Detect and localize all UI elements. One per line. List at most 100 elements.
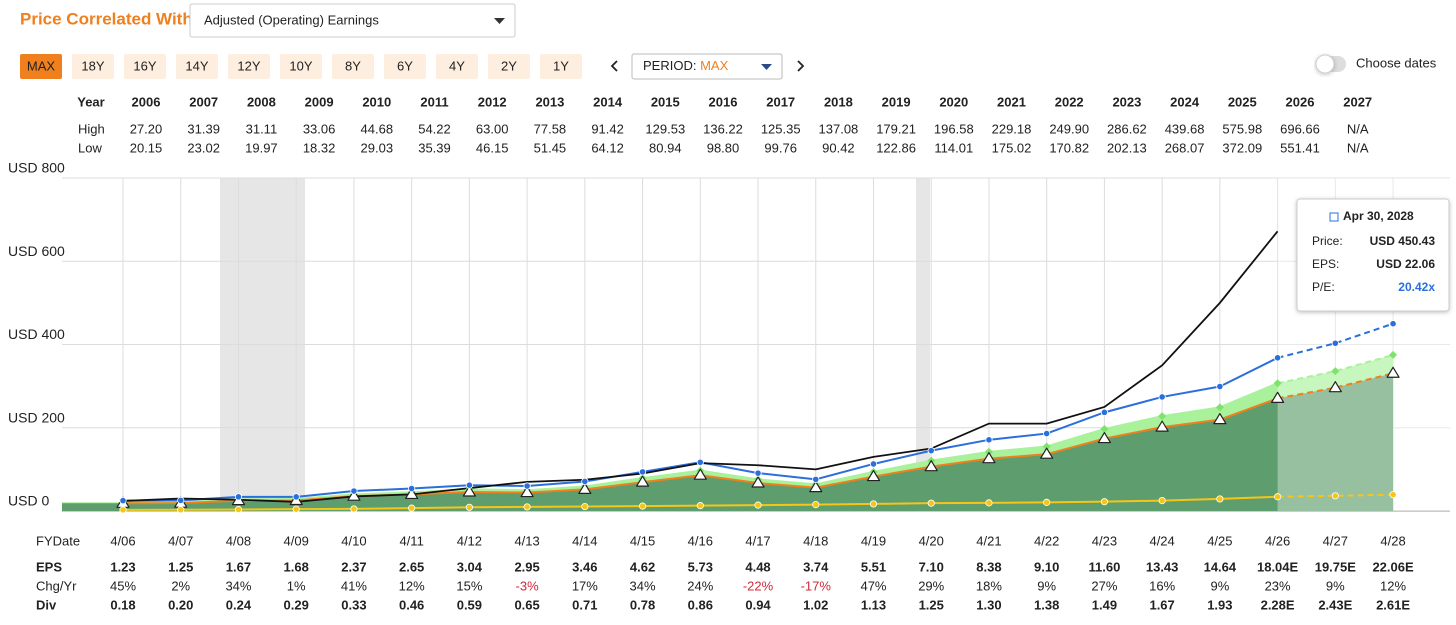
- point-marker: [177, 506, 185, 514]
- period-button[interactable]: [228, 54, 270, 79]
- period-button-label: 8Y: [345, 58, 361, 73]
- point-marker: [405, 487, 419, 500]
- point-marker: [696, 458, 704, 466]
- period-label: PERIOD: MAX: [643, 58, 729, 73]
- range-value: 64.12: [591, 140, 624, 155]
- next-period[interactable]: [797, 60, 805, 72]
- x-tick-label: 4/12: [457, 533, 482, 548]
- fy-value: 41%: [341, 578, 367, 593]
- tooltip-value: USD 22.06: [1376, 257, 1435, 271]
- point-marker: [1043, 498, 1051, 506]
- fy-value: 9%: [1210, 578, 1229, 593]
- point-marker: [408, 504, 416, 512]
- fy-header: FYDate: [36, 533, 80, 548]
- tooltip-icon: [1329, 212, 1339, 222]
- range-value: 19.97: [245, 140, 278, 155]
- fy-value: 1.67: [1149, 597, 1174, 612]
- period-button[interactable]: [20, 54, 62, 79]
- range-value: 125.35: [761, 121, 801, 136]
- range-value: 249.90: [1049, 121, 1089, 136]
- fy-value: 0.46: [399, 597, 424, 612]
- x-tick-label: 4/11: [399, 533, 423, 548]
- fy-value: 0.71: [572, 597, 597, 612]
- prev-period[interactable]: [610, 60, 618, 72]
- point-marker: [869, 500, 878, 508]
- fy-value: 34%: [225, 578, 251, 593]
- period-button[interactable]: [176, 54, 218, 79]
- fy-value: 1.23: [110, 559, 135, 574]
- point-marker: [1274, 493, 1282, 501]
- point-marker: [985, 436, 993, 444]
- point-marker: [1100, 424, 1109, 433]
- fy-value: 0.18: [110, 597, 135, 612]
- fy-row-label: EPS: [36, 559, 62, 574]
- range-value: 372.09: [1222, 140, 1262, 155]
- x-tick-label: 4/20: [919, 533, 944, 548]
- range-value: 229.18: [992, 121, 1032, 136]
- point-marker: [635, 475, 650, 487]
- point-marker: [812, 501, 820, 509]
- x-tick-label: 4/26: [1265, 533, 1290, 548]
- point-marker: [866, 469, 881, 482]
- period-button[interactable]: [488, 54, 530, 79]
- period-button[interactable]: [384, 54, 426, 79]
- fy-value: 1.30: [976, 597, 1001, 612]
- range-value: 122.86: [876, 140, 916, 155]
- period-select[interactable]: [631, 53, 783, 80]
- period-button[interactable]: [72, 54, 114, 79]
- fy-value: -3%: [516, 578, 540, 593]
- point-marker: [927, 499, 935, 507]
- y-tick-label: USD 600: [8, 243, 65, 259]
- point-marker: [927, 447, 935, 455]
- point-marker: [1158, 496, 1166, 505]
- range-row-label: Low: [78, 140, 102, 155]
- fy-value: 47%: [860, 578, 886, 593]
- range-value: 136.22: [703, 121, 743, 136]
- period-button[interactable]: [124, 54, 166, 79]
- y-tick-label: USD 0: [8, 493, 49, 509]
- point-marker: [1043, 429, 1051, 438]
- range-year: 2014: [593, 94, 623, 109]
- fy-value: 19.75E: [1315, 559, 1357, 574]
- x-tick-label: 4/17: [745, 533, 770, 548]
- period-label-text: PERIOD:: [643, 58, 696, 73]
- range-year: 2011: [420, 94, 448, 109]
- range-value: 575.98: [1222, 121, 1262, 136]
- point-marker: [696, 502, 704, 510]
- range-value: 44.68: [361, 121, 394, 136]
- range-value: 91.42: [591, 121, 624, 136]
- tooltip: [1296, 198, 1450, 312]
- fy-value: 1.25: [168, 559, 193, 574]
- range-year: 2010: [362, 94, 391, 109]
- fy-value: 34%: [630, 578, 656, 593]
- point-marker: [751, 476, 765, 488]
- range-value: 268.07: [1165, 140, 1205, 155]
- x-tick-label: 4/10: [341, 533, 366, 548]
- correlation-dropdown[interactable]: [189, 3, 516, 38]
- point-marker: [1042, 442, 1051, 451]
- fy-value: 0.59: [457, 597, 482, 612]
- fy-value: -17%: [801, 578, 832, 593]
- period-button[interactable]: [540, 54, 582, 79]
- range-year: 2020: [939, 94, 968, 109]
- tooltip-value: USD 450.43: [1370, 234, 1436, 248]
- range-row-label: High: [78, 121, 105, 136]
- period-button[interactable]: [280, 54, 322, 79]
- period-button[interactable]: [436, 54, 478, 79]
- range-value: 77.58: [534, 121, 567, 136]
- point-marker: [1216, 382, 1224, 391]
- fy-value: 45%: [110, 578, 136, 593]
- tooltip-label: Price:: [1312, 234, 1343, 248]
- range-value: N/A: [1347, 140, 1369, 155]
- period-button[interactable]: [332, 54, 374, 79]
- range-year: 2027: [1343, 94, 1372, 109]
- point-marker: [638, 468, 647, 476]
- fy-value: 0.20: [168, 597, 193, 612]
- fy-value: 1.02: [803, 597, 828, 612]
- fy-value: 27%: [1091, 578, 1117, 593]
- point-marker: [581, 502, 589, 511]
- range-value: 99.76: [764, 140, 797, 155]
- series-line: [1277, 322, 1394, 359]
- point-marker: [462, 485, 476, 497]
